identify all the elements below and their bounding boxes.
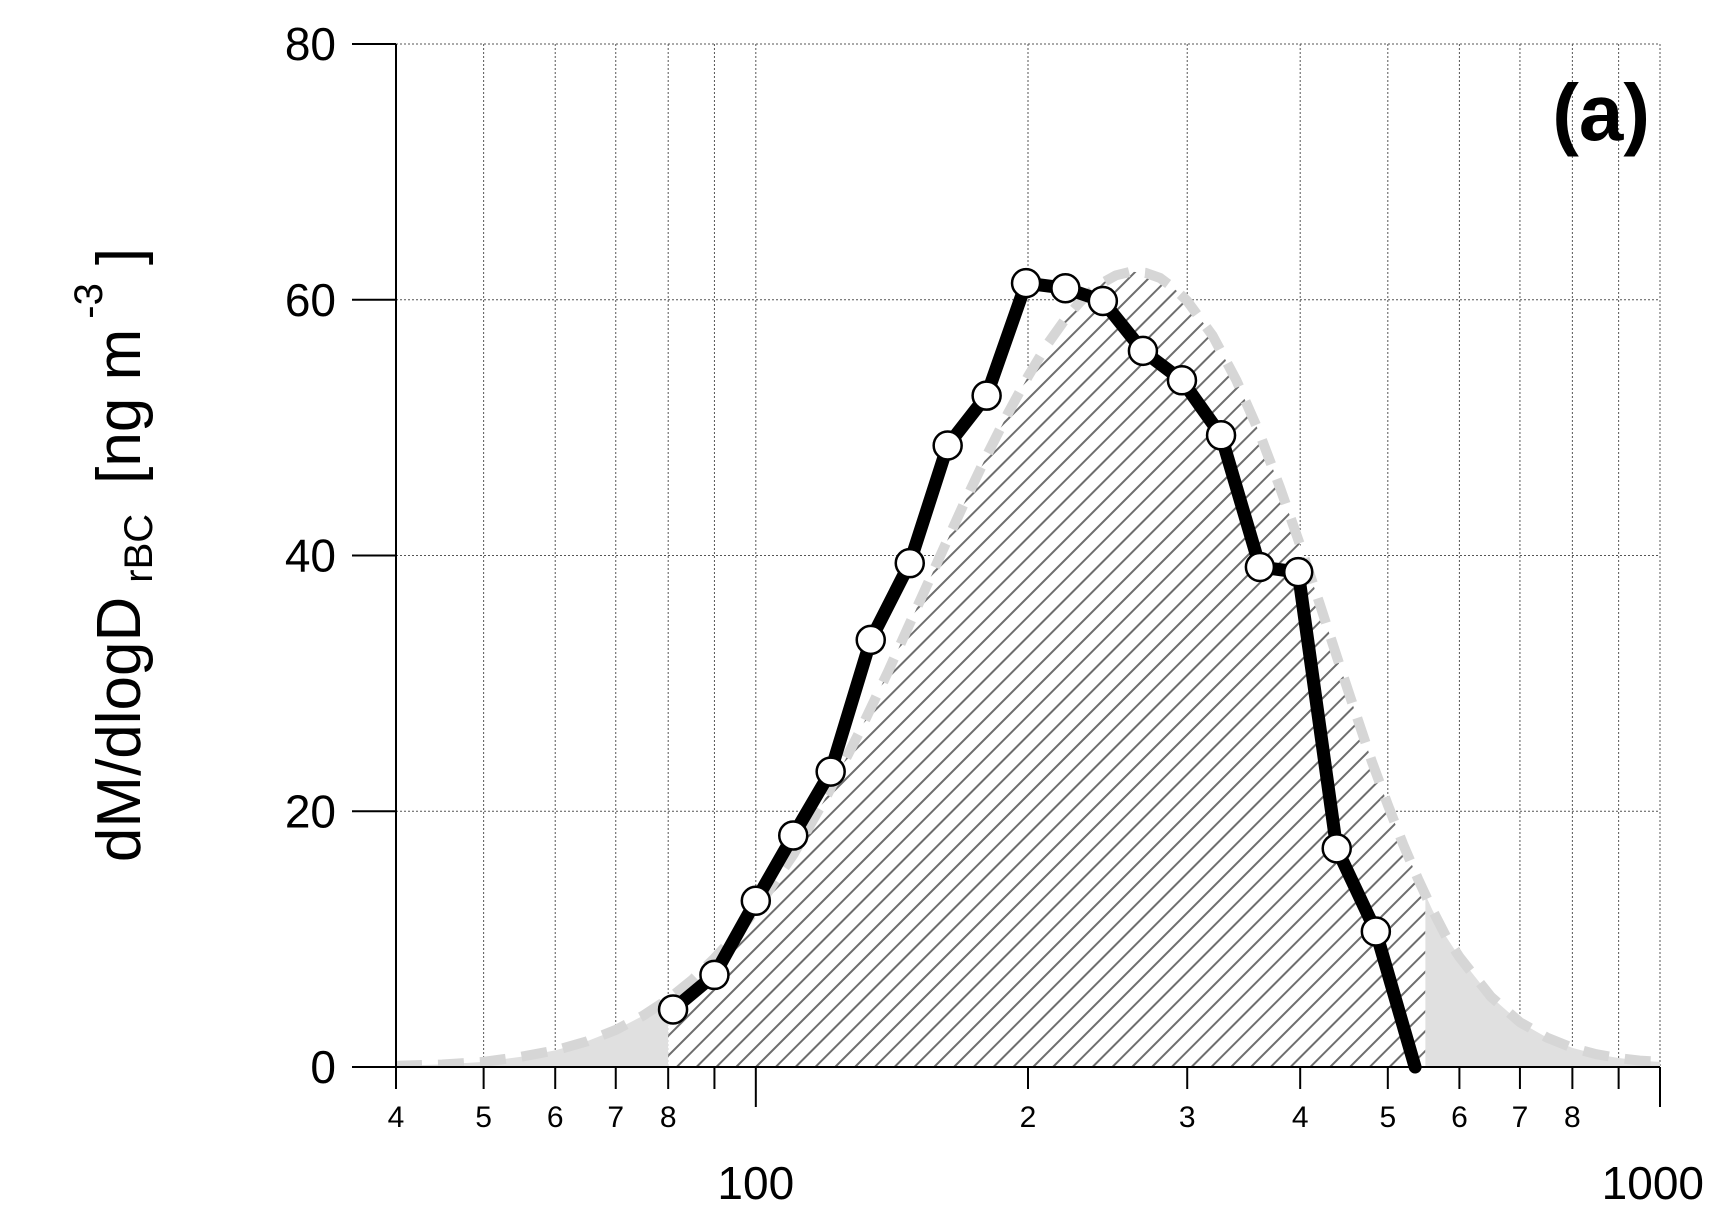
y-tick-label: 0 <box>310 1041 336 1093</box>
y-axis-label: dM/dlogD rBC [ng m -3] <box>67 248 161 862</box>
tick-labels: 0 20 40 60 80 4 5 6 7 8 2 3 4 5 6 7 8 100 1000 <box>285 18 1704 1206</box>
svg-text:dM/dlogDrBC[ng m-3]: dM/dlogD rBC [ng m -3] <box>67 248 161 862</box>
y-tick-label: 60 <box>285 274 336 326</box>
x-major-tick-label: 100 <box>717 1157 794 1206</box>
data-point <box>815 756 846 787</box>
y-tick-label: 80 <box>285 18 336 70</box>
data-point <box>855 624 886 656</box>
x-minor-tick-label: 3 <box>1179 1101 1196 1134</box>
ylabel-units-close: ] <box>85 248 154 265</box>
panel-label: (a) <box>1552 68 1650 157</box>
data-point <box>932 430 963 461</box>
x-minor-tick-label: 5 <box>475 1101 492 1134</box>
x-minor-tick-label: 6 <box>1451 1101 1468 1134</box>
x-minor-tick-label: 5 <box>1379 1101 1396 1134</box>
data-point <box>1282 556 1314 588</box>
shade-area-right <box>1425 894 1660 1067</box>
data-point <box>1321 833 1352 864</box>
data-point <box>1127 335 1159 367</box>
ylabel-main: dM/dlogD <box>85 597 154 862</box>
shaded-areas <box>396 271 1660 1067</box>
x-minor-tick-label: 6 <box>547 1101 564 1134</box>
data-point <box>971 380 1002 411</box>
data-point <box>1087 285 1119 317</box>
x-major-tick-label: 1000 <box>1602 1157 1704 1206</box>
x-minor-tick-label: 4 <box>1292 1101 1309 1134</box>
axes <box>352 43 1661 1107</box>
fit-curve-line <box>396 266 1660 1067</box>
ylabel-subscript: rBC <box>117 514 161 583</box>
y-tick-label: 20 <box>285 785 336 837</box>
data-point <box>894 547 926 579</box>
measured-series-layer <box>657 267 1422 1074</box>
x-minor-tick-label: 8 <box>660 1101 677 1134</box>
x-minor-tick-label: 8 <box>1564 1101 1581 1134</box>
data-point <box>777 820 809 851</box>
data-point <box>740 885 772 917</box>
data-point <box>699 959 730 991</box>
data-point <box>1050 272 1081 304</box>
data-point <box>1360 916 1392 947</box>
x-minor-tick-label: 7 <box>1512 1101 1529 1134</box>
data-point <box>1166 365 1198 396</box>
x-minor-tick-label: 4 <box>388 1101 405 1134</box>
x-minor-tick-label: 7 <box>607 1101 624 1134</box>
data-point <box>1205 420 1237 451</box>
shade-area-left <box>396 999 669 1067</box>
y-tick-label: 40 <box>285 530 336 582</box>
ylabel-units: [ng m <box>85 329 154 484</box>
data-point <box>657 994 689 1025</box>
x-minor-tick-label: 2 <box>1020 1101 1037 1134</box>
fit-curve-layer <box>396 266 1660 1067</box>
data-point <box>1010 267 1042 299</box>
data-point <box>1244 551 1276 583</box>
ylabel-exponent: -3 <box>67 283 111 319</box>
